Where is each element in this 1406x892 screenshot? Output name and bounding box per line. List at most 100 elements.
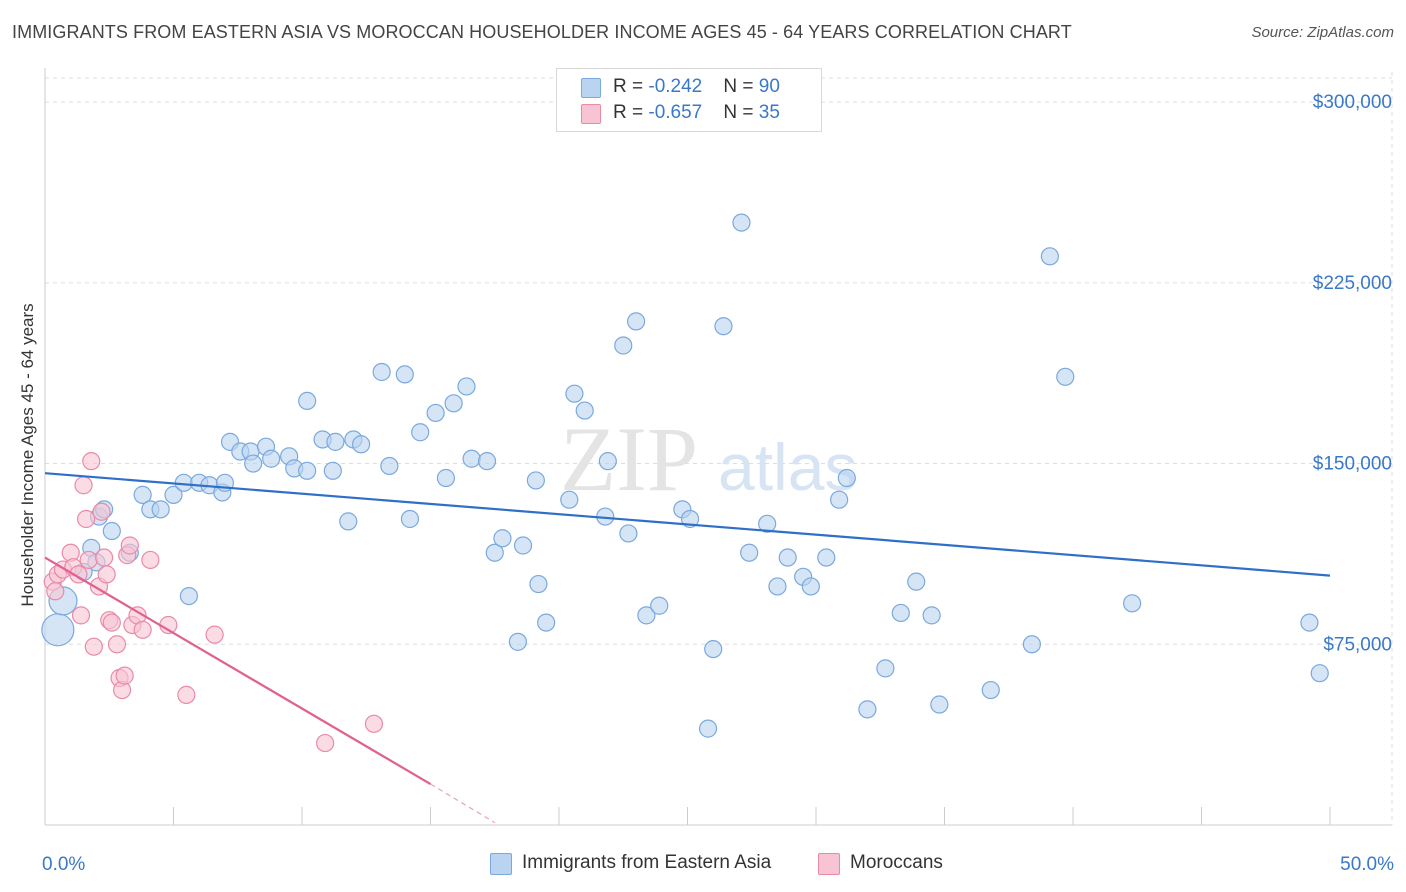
bottom-legend-label: Immigrants from Eastern Asia	[522, 852, 772, 873]
moroccan-point	[74, 476, 93, 495]
eastern-asia-point	[907, 572, 926, 591]
eastern-asia-point	[817, 548, 836, 567]
eastern-asia-point	[326, 432, 345, 451]
eastern-asia-point	[768, 577, 787, 596]
axes-layer	[44, 68, 1392, 826]
eastern-asia-point	[1040, 247, 1059, 266]
eastern-asia-point	[801, 577, 820, 596]
eastern-asia-point	[626, 312, 646, 331]
eastern-asia-point	[444, 394, 463, 413]
watermark: ZIP atlas	[560, 408, 857, 510]
moroccan-point	[84, 637, 103, 656]
legend-r-value: -0.657	[648, 102, 703, 123]
eastern-asia-point	[372, 362, 391, 382]
eastern-asia-point	[740, 543, 759, 562]
eastern-asia-point	[619, 524, 638, 543]
legend-r-value: -0.242	[648, 76, 703, 97]
eastern-asia-point	[529, 574, 548, 594]
eastern-asia-point	[179, 586, 199, 606]
eastern-asia-point	[981, 680, 1000, 700]
chart-title: IMMIGRANTS FROM EASTERN ASIA VS MOROCCAN…	[12, 22, 1072, 42]
watermark-zip: ZIP	[560, 408, 698, 510]
moroccan-point	[77, 509, 96, 529]
x-tick-label: 0.0%	[42, 854, 85, 875]
eastern-asia-point	[426, 403, 445, 423]
eastern-asia-point	[537, 613, 556, 632]
eastern-asia-point	[830, 490, 849, 509]
eastern-asia-point	[298, 391, 317, 411]
eastern-asia-point	[714, 317, 733, 336]
eastern-asia-point	[778, 548, 797, 567]
eastern-asia-point	[758, 514, 777, 533]
y-tick-label: $150,000	[1313, 454, 1392, 475]
y-tick-label: $75,000	[1323, 634, 1392, 655]
eastern-asia-point	[102, 521, 121, 541]
eastern-asia-point	[513, 536, 533, 555]
eastern-asia-point	[462, 449, 481, 468]
eastern-asia-point	[526, 471, 545, 490]
eastern-asia-point	[1310, 664, 1329, 683]
moroccan-point	[46, 582, 65, 601]
eastern-asia-point	[1123, 594, 1142, 613]
eastern-asia-point	[575, 401, 594, 420]
eastern-asia-point	[352, 435, 371, 454]
eastern-asia-point	[339, 512, 358, 531]
moroccan-point	[107, 635, 127, 654]
x-tick-label: 50.0%	[1340, 854, 1394, 875]
eastern-asia-point	[477, 452, 497, 471]
legend-r-label: R =	[613, 102, 649, 123]
eastern-asia-trend-line	[44, 472, 1331, 577]
moroccan-point	[133, 620, 152, 639]
moroccan-point	[79, 550, 98, 570]
eastern-asia-point	[891, 603, 910, 623]
y-tick-label: $225,000	[1313, 273, 1392, 294]
eastern-asia-point	[614, 336, 633, 355]
eastern-asia-point	[704, 639, 723, 659]
moroccan-trend-extension	[430, 783, 496, 824]
y-tick-label: $300,000	[1313, 92, 1392, 113]
eastern-asia-point	[411, 423, 430, 442]
moroccan-point	[205, 625, 224, 644]
trend-layer	[44, 472, 1331, 824]
y-axis-label: Householder Income Ages 45 - 64 years	[18, 303, 37, 607]
watermark-atlas: atlas	[718, 430, 857, 504]
eastern-asia-point	[637, 606, 656, 625]
bottom-legend-label: Moroccans	[850, 852, 943, 873]
moroccan-point	[120, 536, 139, 555]
tick-labels: $75,000 $150,000 $225,000 $300,000 0.0% 50.0%	[42, 92, 1394, 875]
eastern-asia-point	[698, 719, 718, 738]
eastern-asia-point	[1022, 635, 1041, 654]
moroccan-trend-line	[44, 556, 432, 785]
eastern-asia-point	[380, 456, 399, 476]
eastern-asia-point	[244, 454, 263, 473]
eastern-asia-point	[922, 606, 941, 625]
eastern-asia-point	[493, 529, 512, 548]
eastern-asia-point	[298, 461, 317, 480]
eastern-asia-point	[837, 468, 856, 488]
moroccan-point	[95, 548, 114, 567]
eastern-asia-point	[650, 596, 669, 615]
eastern-asia-point	[395, 365, 414, 384]
moroccan-point	[364, 714, 384, 733]
bottom-legend-swatch-pink	[818, 853, 840, 875]
eastern-asia-point	[133, 485, 152, 504]
eastern-asia-point	[436, 468, 456, 488]
eastern-asia-point	[508, 632, 527, 651]
eastern-asia-point	[262, 449, 281, 468]
eastern-asia-point	[560, 490, 579, 509]
moroccan-point	[82, 452, 101, 471]
eastern-asia-point	[858, 700, 877, 719]
moroccan-point	[316, 733, 335, 753]
eastern-asia-point	[732, 213, 751, 232]
legend-n-label: N =	[723, 102, 759, 123]
legend-swatch-pink	[581, 104, 601, 124]
correlation-legend: R = -0.242 N = 90 R = -0.657 N = 35	[556, 68, 822, 132]
eastern-asia-point	[485, 543, 504, 562]
eastern-asia-point	[151, 500, 170, 519]
legend-swatch-blue	[581, 78, 601, 98]
moroccan-point	[97, 565, 116, 584]
eastern-asia-point	[400, 509, 420, 529]
bottom-legend-swatch-blue	[490, 853, 512, 875]
eastern-asia-point	[164, 485, 183, 504]
